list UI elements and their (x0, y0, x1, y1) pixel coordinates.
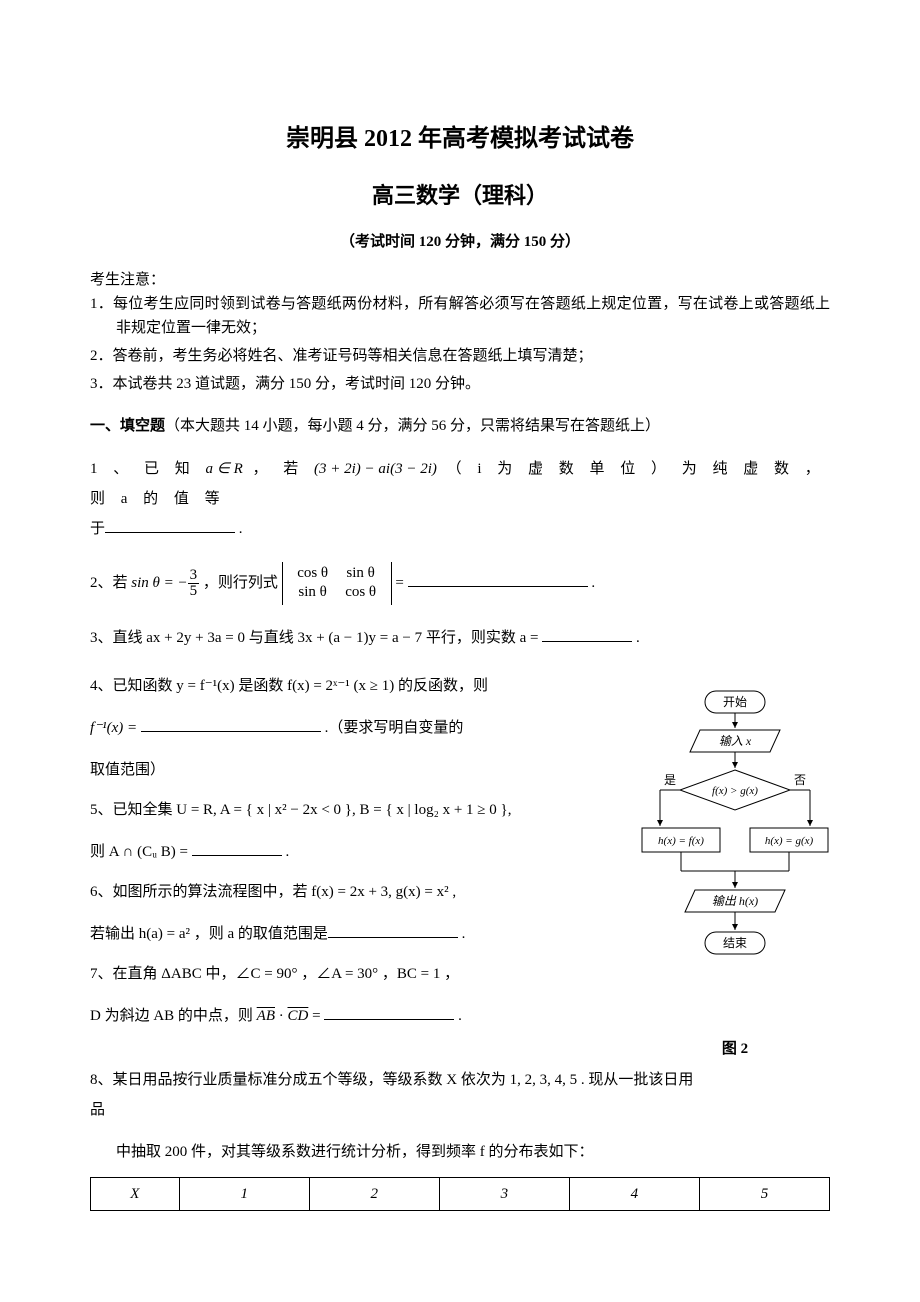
q2-blank (408, 572, 588, 587)
svg-text:输出 h(x): 输出 h(x) (712, 894, 758, 908)
q6-blank (328, 923, 458, 938)
q8-line1: 8、某日用品按行业质量标准分成五个等级，等级系数 X 依次为 1, 2, 3, … (90, 1072, 693, 1088)
q8-line1b: 品 (90, 1102, 105, 1118)
q2-den: 5 (188, 584, 200, 599)
svg-text:开始: 开始 (723, 695, 747, 709)
q3-text: 3、直线 ax + 2y + 3a = 0 与直线 3x + (a − 1)y … (90, 630, 542, 646)
q7-blank (324, 1005, 454, 1020)
svg-text:f(x) > g(x): f(x) > g(x) (712, 785, 758, 797)
page-title: 崇明县 2012 年高考模拟考试试卷 (90, 120, 830, 158)
q2-tr: sin θ (337, 564, 385, 584)
table-row: X 1 2 3 4 5 (91, 1177, 830, 1210)
q4-line3: 取值范围） (90, 755, 630, 785)
q7-dot: · (275, 1008, 288, 1024)
svg-text:h(x) = g(x): h(x) = g(x) (765, 835, 814, 847)
svg-text:否: 否 (794, 773, 806, 787)
question-4: 4、已知函数 y = f⁻¹(x) 是函数 f(x) = 2ˣ⁻¹ (x ≥ 1… (90, 671, 630, 785)
svg-text:是: 是 (664, 773, 676, 787)
flowchart-svg: 开始 输入 x f(x) > g(x) 是 否 h(x) = f(x) h(x)… (640, 671, 830, 1021)
page-subtitle: 高三数学（理科） (90, 178, 830, 213)
q3-blank (542, 627, 632, 642)
notice-1-text: 每位考生应同时领到试卷与答题纸两份材料，所有解答必须写在答题纸上规定位置，写在试… (113, 296, 830, 336)
notice-3: 3．本试卷共 23 道试题，满分 150 分，考试时间 120 分钟。 (90, 372, 830, 396)
q4-line2a: f⁻¹(x) = (90, 720, 141, 736)
section-rest: （本大题共 14 小题，每小题 4 分，满分 56 分，只需将结果写在答题纸上） (165, 418, 660, 434)
question-1: 1 、 已 知 a ∈ R ， 若 (3 + 2i) − ai(3 − 2i) … (90, 454, 830, 544)
q8-line2: 中抽取 200 件，对其等级系数进行统计分析，得到频率 f 的分布表如下： (90, 1137, 830, 1167)
notice-2-text: 答卷前，考生务必将姓名、准考证号码等相关信息在答题纸上填写清楚； (113, 348, 593, 364)
notice-1: 1．每位考生应同时领到试卷与答题纸两份材料，所有解答必须写在答题纸上规定位置，写… (90, 292, 830, 340)
q2-bl: sin θ (289, 583, 337, 603)
q1-mid1: ， 若 (243, 461, 314, 477)
q2-det: cos θsin θsin θcos θ (282, 562, 392, 605)
q7-eq: = (308, 1008, 324, 1024)
q2-tl: cos θ (289, 564, 337, 584)
section-bold: 一、填空题 (90, 418, 165, 434)
q2-prefix: 2、若 (90, 575, 131, 591)
freq-table: X 1 2 3 4 5 (90, 1177, 830, 1211)
th-3: 3 (439, 1177, 569, 1210)
exam-info: （考试时间 120 分钟，满分 150 分） (90, 230, 830, 254)
th-5: 5 (699, 1177, 829, 1210)
q5-line2: 则 A ∩ (Cᵤ B) = (90, 844, 192, 860)
th-1: 1 (179, 1177, 309, 1210)
notice-header: 考生注意： (90, 268, 830, 292)
th-x: X (91, 1177, 180, 1210)
q4-line1: 4、已知函数 y = f⁻¹(x) 是函数 f(x) = 2ˣ⁻¹ (x ≥ 1… (90, 678, 488, 694)
q4-blank (141, 717, 321, 732)
th-4: 4 (569, 1177, 699, 1210)
th-2: 2 (309, 1177, 439, 1210)
question-6: 6、如图所示的算法流程图中，若 f(x) = 2x + 3, g(x) = x²… (90, 877, 630, 949)
q7-vec1: AB (257, 1008, 275, 1024)
q1-a: a ∈ R (206, 461, 243, 477)
q6-line2: 若输出 h(a) = a² ，则 a 的取值范围是 (90, 926, 328, 942)
q2-num: 3 (188, 568, 200, 584)
svg-text:输入 x: 输入 x (719, 734, 752, 748)
section-header: 一、填空题（本大题共 14 小题，每小题 4 分，满分 56 分，只需将结果写在… (90, 414, 830, 438)
q1-expr: (3 + 2i) − ai(3 − 2i) (314, 461, 437, 477)
flowchart: 开始 输入 x f(x) > g(x) 是 否 h(x) = f(x) h(x)… (640, 671, 830, 1061)
q1-blank (105, 518, 235, 533)
question-7: 7、在直角 ΔABC 中，∠C = 90° ，∠A = 30° ，BC = 1 … (90, 959, 630, 1031)
q7-line2a: D 为斜边 AB 的中点，则 (90, 1008, 257, 1024)
notice-2: 2．答卷前，考生务必将姓名、准考证号码等相关信息在答题纸上填写清楚； (90, 344, 830, 368)
question-8: 8、某日用品按行业质量标准分成五个等级，等级系数 X 依次为 1, 2, 3, … (90, 1065, 830, 1167)
flowchart-label: 图 2 (640, 1037, 830, 1061)
q5-blank (192, 841, 282, 856)
notice-3-text: 本试卷共 23 道试题，满分 150 分，考试时间 120 分钟。 (113, 376, 481, 392)
q4-line2b: .（要求写明自变量的 (321, 720, 464, 736)
q2-sin: sin θ = − (131, 575, 187, 591)
q7-vec2: CD (288, 1008, 309, 1024)
question-5: 5、已知全集 U = R, A = { x | x² − 2x < 0 }, B… (90, 795, 630, 867)
q2-mid: ，则行列式 (199, 575, 282, 591)
question-2: 2、若 sin θ = −35 ，则行列式 cos θsin θsin θcos… (90, 562, 830, 605)
q2-frac: 35 (188, 568, 200, 599)
question-3: 3、直线 ax + 2y + 3a = 0 与直线 3x + (a − 1)y … (90, 623, 830, 653)
svg-text:结束: 结束 (723, 936, 747, 950)
q2-eq: = (392, 575, 408, 591)
q1-prefix: 1 、 已 知 (90, 461, 206, 477)
main-row: 4、已知函数 y = f⁻¹(x) 是函数 f(x) = 2ˣ⁻¹ (x ≥ 1… (90, 671, 830, 1061)
q7-line1: 7、在直角 ΔABC 中，∠C = 90° ，∠A = 30° ，BC = 1 … (90, 966, 459, 982)
q2-br: cos θ (337, 583, 385, 603)
left-column: 4、已知函数 y = f⁻¹(x) 是函数 f(x) = 2ˣ⁻¹ (x ≥ 1… (90, 671, 640, 1041)
q5-line1: 5、已知全集 U = R, A = { x | x² − 2x < 0 }, B… (90, 802, 511, 818)
svg-text:h(x) = f(x): h(x) = f(x) (658, 835, 704, 847)
q6-line1: 6、如图所示的算法流程图中，若 f(x) = 2x + 3, g(x) = x²… (90, 884, 456, 900)
q1-line2: 于 (90, 521, 105, 537)
